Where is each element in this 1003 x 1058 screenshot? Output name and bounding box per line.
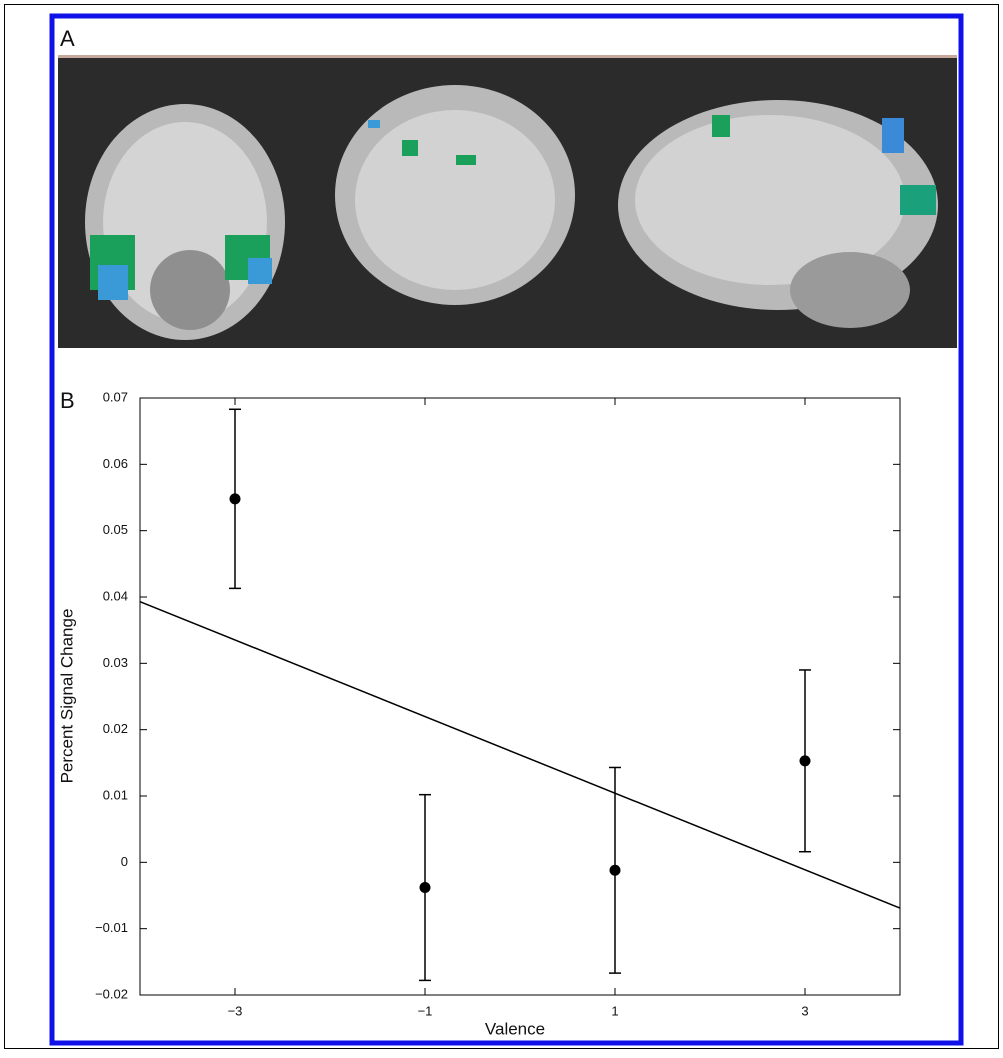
point	[800, 755, 811, 766]
y-tick-label: 0.06	[103, 456, 128, 471]
figure: A B Percent Signal Change Valence −0.02 −…	[0, 0, 1003, 1053]
x-axis-title: Valence	[485, 1019, 545, 1038]
panel-label: B	[60, 388, 75, 413]
cerebellum	[150, 250, 230, 330]
activation	[248, 258, 272, 284]
y-tick-label: 0.02	[103, 721, 128, 736]
y-tick-label: −0.01	[95, 920, 128, 935]
panel-label: A	[60, 26, 75, 51]
activation	[402, 140, 418, 156]
y-tick-label: 0.01	[103, 787, 128, 802]
activation	[712, 115, 730, 137]
point	[230, 493, 241, 504]
x-tick-label: 1	[611, 1003, 618, 1018]
image-edge	[58, 55, 957, 58]
y-tick-label: 0.07	[103, 389, 128, 404]
activation	[368, 120, 380, 128]
y-tick-label: 0.04	[103, 588, 128, 603]
activation	[98, 265, 128, 300]
y-tick-label: 0.05	[103, 522, 128, 537]
activation	[456, 155, 476, 165]
x-tick-label: 3	[801, 1003, 808, 1018]
x-tick-label: −3	[228, 1003, 243, 1018]
cerebellum	[790, 252, 910, 328]
activation	[900, 185, 936, 215]
brain-images	[58, 55, 957, 348]
activation	[882, 118, 904, 153]
point	[420, 882, 431, 893]
x-tick-label: −1	[418, 1003, 433, 1018]
point	[610, 865, 621, 876]
y-tick-label: −0.02	[95, 986, 128, 1001]
y-tick-label: 0	[121, 854, 128, 869]
coronal-slice-inner	[355, 110, 555, 290]
y-tick-label: 0.03	[103, 655, 128, 670]
y-axis-title: Percent Signal Change	[57, 609, 76, 784]
